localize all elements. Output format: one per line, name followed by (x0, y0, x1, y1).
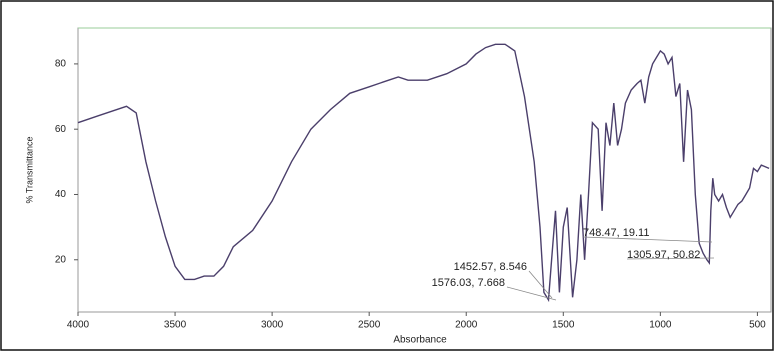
x-tick-label: 4000 (67, 320, 90, 331)
annotation-leader (626, 257, 715, 260)
y-axis-label: % Transmittance (24, 136, 34, 203)
x-tick-label: 3500 (164, 320, 187, 331)
annotation-leader (582, 236, 713, 243)
annotation-leader (506, 286, 557, 301)
y-tick-label: 80 (55, 59, 67, 70)
annotation: 1305.97, 50.82 (627, 249, 700, 261)
x-tick-label: 2000 (455, 320, 478, 331)
x-tick-label: 1500 (552, 320, 575, 331)
y-tick-label: 60 (55, 124, 67, 135)
x-tick-label: 1000 (649, 320, 672, 331)
annotation: 1452.57, 8.546 (454, 261, 527, 273)
x-tick-label: 3000 (261, 320, 284, 331)
x-axis-label: Absorbance (393, 335, 447, 346)
annotation: 1576.03, 7.668 (432, 277, 505, 289)
annotation: 748.47, 19.11 (583, 227, 649, 239)
x-tick-label: 500 (749, 320, 766, 331)
x-tick-label: 2500 (358, 320, 381, 331)
y-tick-label: 20 (55, 254, 67, 265)
annotation-leader (528, 270, 553, 299)
y-tick-label: 40 (55, 189, 67, 200)
spectrum-line (77, 43, 770, 303)
